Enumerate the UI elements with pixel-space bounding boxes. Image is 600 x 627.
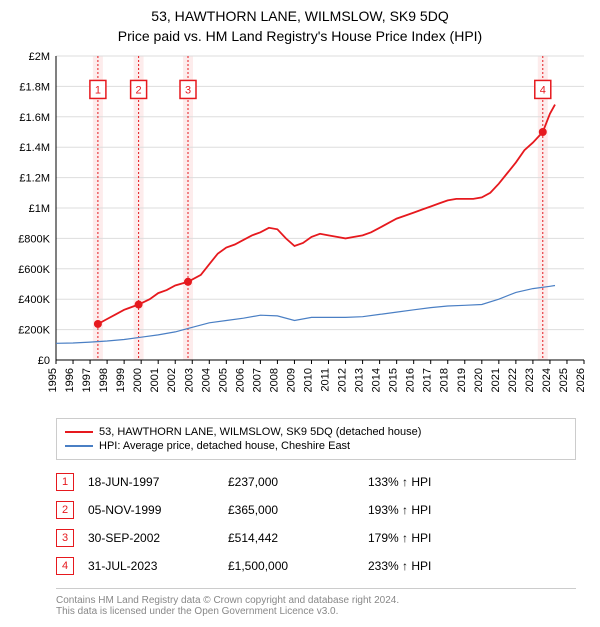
svg-text:2006: 2006 xyxy=(234,368,246,392)
svg-text:2023: 2023 xyxy=(524,368,536,392)
svg-text:2022: 2022 xyxy=(507,368,519,392)
event-date: 18-JUN-1997 xyxy=(88,475,228,489)
legend-swatch xyxy=(65,431,93,433)
svg-text:2021: 2021 xyxy=(490,368,502,392)
svg-text:£200K: £200K xyxy=(18,325,50,337)
svg-text:2024: 2024 xyxy=(541,368,553,392)
event-date: 30-SEP-2002 xyxy=(88,531,228,545)
svg-text:2002: 2002 xyxy=(166,368,178,392)
svg-text:1: 1 xyxy=(95,84,101,96)
svg-text:2020: 2020 xyxy=(473,368,485,392)
svg-text:2010: 2010 xyxy=(302,368,314,392)
chart-plot-area: £0 £200K £400K £600K £800K £1M £1.2M £1.4M £1.6M… xyxy=(0,50,600,410)
svg-text:2001: 2001 xyxy=(149,368,161,392)
legend: 53, HAWTHORN LANE, WILMSLOW, SK9 5DQ (de… xyxy=(56,418,576,460)
chart-title: 53, HAWTHORN LANE, WILMSLOW, SK9 5DQ xyxy=(0,8,600,24)
event-price: £237,000 xyxy=(228,475,368,489)
legend-row: HPI: Average price, detached house, Ches… xyxy=(65,439,567,453)
svg-text:2014: 2014 xyxy=(371,368,383,392)
footer-line-1: Contains HM Land Registry data © Crown c… xyxy=(56,595,576,606)
legend-swatch xyxy=(65,445,93,447)
event-row: 2 05-NOV-1999£365,000193% ↑ HPI xyxy=(56,496,576,524)
svg-text:3: 3 xyxy=(185,84,191,96)
svg-text:£1.2M: £1.2M xyxy=(19,173,50,185)
chart-container: { "title1": "53, HAWTHORN LANE, WILMSLOW… xyxy=(0,8,600,617)
svg-text:2: 2 xyxy=(136,84,142,96)
svg-text:£2M: £2M xyxy=(29,51,50,63)
event-number-badge: 4 xyxy=(56,557,74,575)
event-hpi: 179% ↑ HPI xyxy=(368,531,508,545)
svg-text:£1.8M: £1.8M xyxy=(19,81,50,93)
svg-text:2004: 2004 xyxy=(200,368,212,392)
event-price: £514,442 xyxy=(228,531,368,545)
svg-text:£400K: £400K xyxy=(18,294,50,306)
svg-text:2011: 2011 xyxy=(320,368,332,392)
event-hpi: 133% ↑ HPI xyxy=(368,475,508,489)
event-number-badge: 3 xyxy=(56,529,74,547)
svg-text:2008: 2008 xyxy=(268,368,280,392)
svg-text:1998: 1998 xyxy=(98,368,110,392)
event-number-badge: 2 xyxy=(56,501,74,519)
svg-text:£0: £0 xyxy=(38,355,50,367)
svg-text:1999: 1999 xyxy=(115,368,127,392)
event-hpi: 233% ↑ HPI xyxy=(368,559,508,573)
event-number-badge: 1 xyxy=(56,473,74,491)
chart-subtitle: Price paid vs. HM Land Registry's House … xyxy=(0,28,600,44)
event-table: 1 18-JUN-1997£237,000133% ↑ HPI 2 05-NOV-19… xyxy=(56,468,576,580)
svg-text:2017: 2017 xyxy=(422,368,434,392)
footer-attribution: Contains HM Land Registry data © Crown c… xyxy=(56,588,576,617)
event-date: 31-JUL-2023 xyxy=(88,559,228,573)
event-row: 3 30-SEP-2002£514,442179% ↑ HPI xyxy=(56,524,576,552)
footer-line-2: This data is licensed under the Open Gov… xyxy=(56,606,576,617)
svg-text:£600K: £600K xyxy=(18,264,50,276)
svg-text:2016: 2016 xyxy=(405,368,417,392)
svg-text:£1M: £1M xyxy=(29,203,50,215)
svg-text:1996: 1996 xyxy=(64,368,76,392)
svg-text:2018: 2018 xyxy=(439,368,451,392)
svg-text:2005: 2005 xyxy=(217,368,229,392)
event-row: 4 31-JUL-2023£1,500,000233% ↑ HPI xyxy=(56,552,576,580)
svg-text:2013: 2013 xyxy=(354,368,366,392)
legend-label: HPI: Average price, detached house, Ches… xyxy=(99,440,350,452)
legend-label: 53, HAWTHORN LANE, WILMSLOW, SK9 5DQ (de… xyxy=(99,426,421,438)
svg-text:1995: 1995 xyxy=(47,368,59,392)
chart-svg: £0 £200K £400K £600K £800K £1M £1.2M £1.4M £1.6M… xyxy=(0,50,600,410)
svg-text:2019: 2019 xyxy=(456,368,468,392)
event-date: 05-NOV-1999 xyxy=(88,503,228,517)
svg-text:£1.6M: £1.6M xyxy=(19,112,50,124)
event-price: £1,500,000 xyxy=(228,559,368,573)
svg-text:£800K: £800K xyxy=(18,233,50,245)
svg-text:2009: 2009 xyxy=(285,368,297,392)
event-row: 1 18-JUN-1997£237,000133% ↑ HPI xyxy=(56,468,576,496)
svg-text:2007: 2007 xyxy=(251,368,263,392)
svg-text:2003: 2003 xyxy=(183,368,195,392)
event-hpi: 193% ↑ HPI xyxy=(368,503,508,517)
svg-text:£1.4M: £1.4M xyxy=(19,142,50,154)
svg-text:2015: 2015 xyxy=(388,368,400,392)
svg-text:1997: 1997 xyxy=(81,368,93,392)
event-price: £365,000 xyxy=(228,503,368,517)
svg-text:2025: 2025 xyxy=(558,368,570,392)
svg-text:2026: 2026 xyxy=(575,368,587,392)
svg-text:2012: 2012 xyxy=(337,368,349,392)
legend-row: 53, HAWTHORN LANE, WILMSLOW, SK9 5DQ (de… xyxy=(65,425,567,439)
svg-text:2000: 2000 xyxy=(132,368,144,392)
svg-text:4: 4 xyxy=(540,84,546,96)
